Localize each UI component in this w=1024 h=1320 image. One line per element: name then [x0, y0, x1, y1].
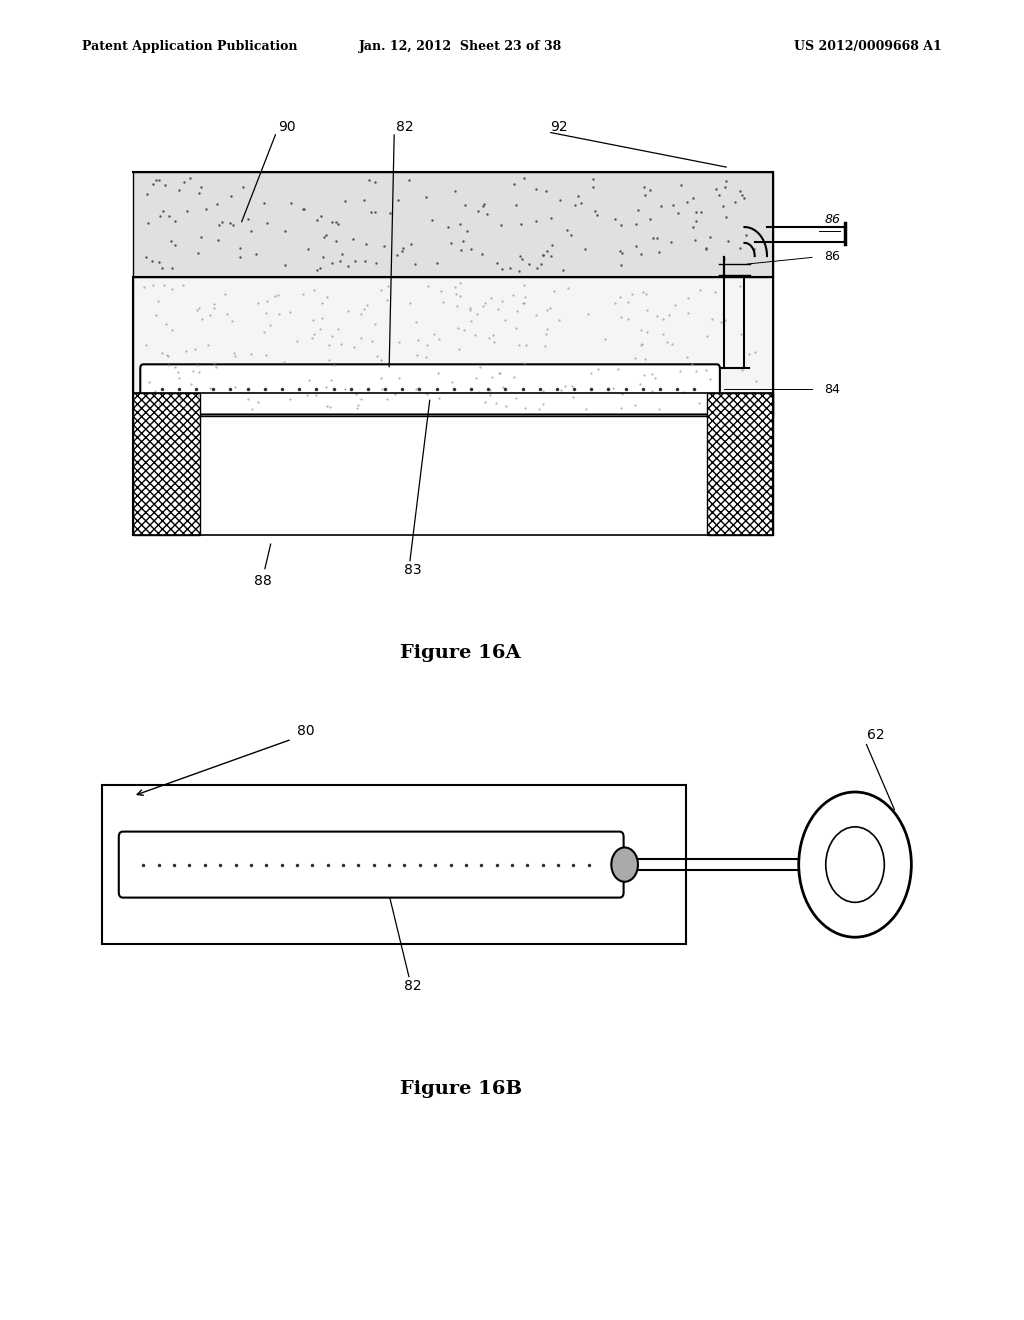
- Text: 83: 83: [404, 564, 422, 577]
- Text: Patent Application Publication: Patent Application Publication: [82, 40, 297, 53]
- Circle shape: [825, 826, 885, 903]
- Circle shape: [799, 792, 911, 937]
- Text: 88: 88: [254, 574, 271, 587]
- Bar: [133, 393, 200, 535]
- Bar: [707, 393, 773, 535]
- Text: 82: 82: [404, 979, 422, 993]
- Text: 80: 80: [297, 725, 314, 738]
- Text: Jan. 12, 2012  Sheet 23 of 38: Jan. 12, 2012 Sheet 23 of 38: [359, 40, 562, 53]
- Circle shape: [611, 847, 638, 882]
- FancyBboxPatch shape: [140, 364, 720, 414]
- Text: 92: 92: [550, 120, 567, 133]
- Bar: [133, 277, 773, 416]
- Text: 62: 62: [867, 729, 885, 742]
- Bar: [133, 172, 773, 277]
- Text: US 2012/0009668 A1: US 2012/0009668 A1: [795, 40, 942, 53]
- Text: 86: 86: [824, 249, 841, 263]
- Bar: [102, 785, 686, 944]
- Text: 84: 84: [824, 383, 841, 396]
- Text: 86: 86: [824, 213, 841, 226]
- Text: Figure 16A: Figure 16A: [400, 644, 521, 663]
- Text: Figure 16B: Figure 16B: [399, 1080, 522, 1098]
- Text: 90: 90: [279, 120, 296, 133]
- Text: 82: 82: [396, 120, 414, 133]
- FancyBboxPatch shape: [119, 832, 624, 898]
